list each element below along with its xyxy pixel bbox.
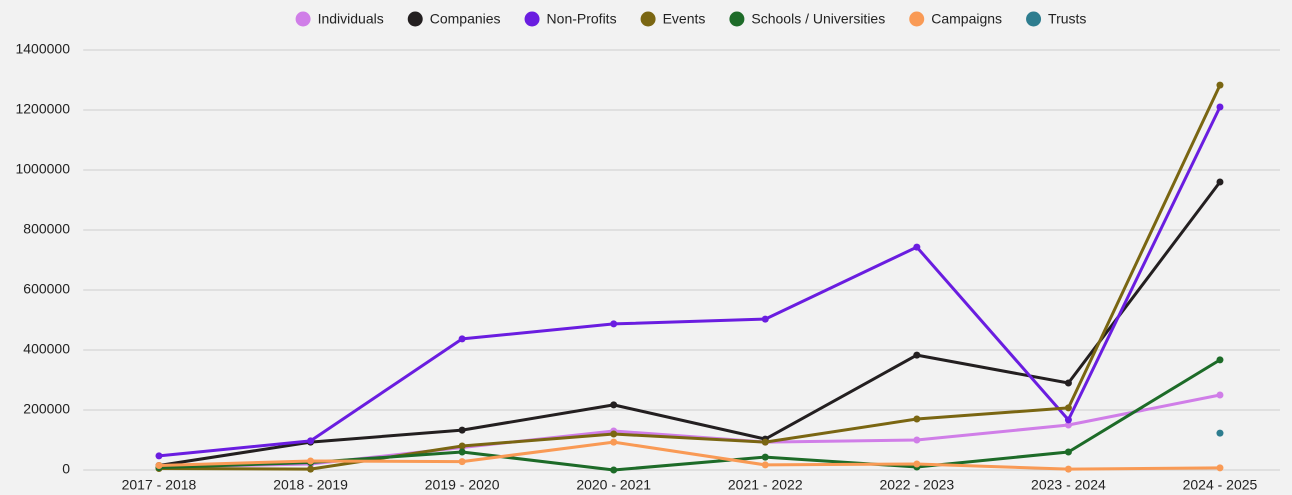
data-point	[610, 466, 618, 474]
y-tick-label: 400000	[23, 341, 70, 357]
data-point	[761, 453, 769, 461]
data-point	[913, 460, 921, 468]
x-tick-label: 2018 - 2019	[273, 477, 348, 493]
legend-marker	[1026, 11, 1042, 27]
data-point	[761, 438, 769, 446]
data-point	[761, 315, 769, 323]
legend-marker	[909, 11, 925, 27]
data-point	[307, 437, 315, 445]
x-tick-label: 2021 - 2022	[728, 477, 803, 493]
legend-marker	[407, 11, 423, 27]
legend-label: Schools / Universities	[751, 11, 885, 27]
y-tick-label: 1200000	[15, 101, 70, 117]
data-point	[307, 457, 315, 465]
data-point	[1064, 404, 1072, 412]
legend-label: Companies	[430, 11, 501, 27]
y-tick-label: 1000000	[15, 161, 70, 177]
x-tick-label: 2022 - 2023	[879, 477, 954, 493]
data-point	[1064, 416, 1072, 424]
data-point	[610, 320, 618, 328]
legend-label: Individuals	[318, 11, 384, 27]
data-point	[1216, 103, 1224, 111]
data-point	[458, 448, 466, 456]
data-point	[761, 461, 769, 469]
x-tick-label: 2024 - 2025	[1183, 477, 1258, 493]
data-point	[610, 430, 618, 438]
y-tick-label: 200000	[23, 401, 70, 417]
data-point	[1216, 464, 1224, 472]
series-line	[158, 440, 1220, 471]
x-tick-label: 2019 - 2020	[425, 477, 500, 493]
y-tick-label: 800000	[23, 221, 70, 237]
x-tick-label: 2020 - 2021	[576, 477, 651, 493]
data-point	[458, 458, 466, 466]
legend-label: Campaigns	[931, 11, 1002, 27]
data-point	[307, 465, 315, 473]
data-point	[458, 442, 466, 450]
data-point	[913, 436, 921, 444]
data-point	[458, 335, 466, 343]
data-point	[1064, 448, 1072, 456]
data-point	[1216, 429, 1224, 437]
data-point	[1216, 391, 1224, 399]
data-point	[1064, 465, 1072, 473]
legend-marker	[295, 11, 311, 27]
data-point	[610, 438, 618, 446]
data-point	[1216, 81, 1224, 89]
legend-label: Non-Profits	[547, 11, 617, 27]
x-tick-label: 2017 - 2018	[122, 477, 197, 493]
data-point	[610, 401, 618, 409]
data-point	[1216, 178, 1224, 186]
data-point	[913, 351, 921, 359]
data-point	[155, 452, 163, 460]
legend-marker	[729, 11, 745, 27]
data-point	[913, 243, 921, 251]
data-point	[155, 462, 163, 469]
legend-label: Trusts	[1048, 11, 1086, 27]
series-line	[158, 181, 1222, 467]
data-point	[913, 415, 921, 423]
data-point	[1064, 379, 1072, 387]
data-point	[458, 426, 466, 434]
legend-label: Events	[663, 11, 706, 27]
x-tick-label: 2023 - 2024	[1031, 477, 1106, 493]
data-point	[1064, 421, 1072, 429]
series-line	[158, 84, 1222, 471]
legend-marker	[524, 11, 540, 27]
y-tick-label: 0	[62, 461, 70, 477]
y-tick-label: 600000	[23, 281, 70, 297]
legend-marker	[640, 11, 656, 27]
y-tick-label: 1400000	[15, 41, 70, 57]
series-line	[158, 393, 1221, 469]
series-line	[158, 106, 1222, 458]
data-point	[1216, 356, 1224, 364]
